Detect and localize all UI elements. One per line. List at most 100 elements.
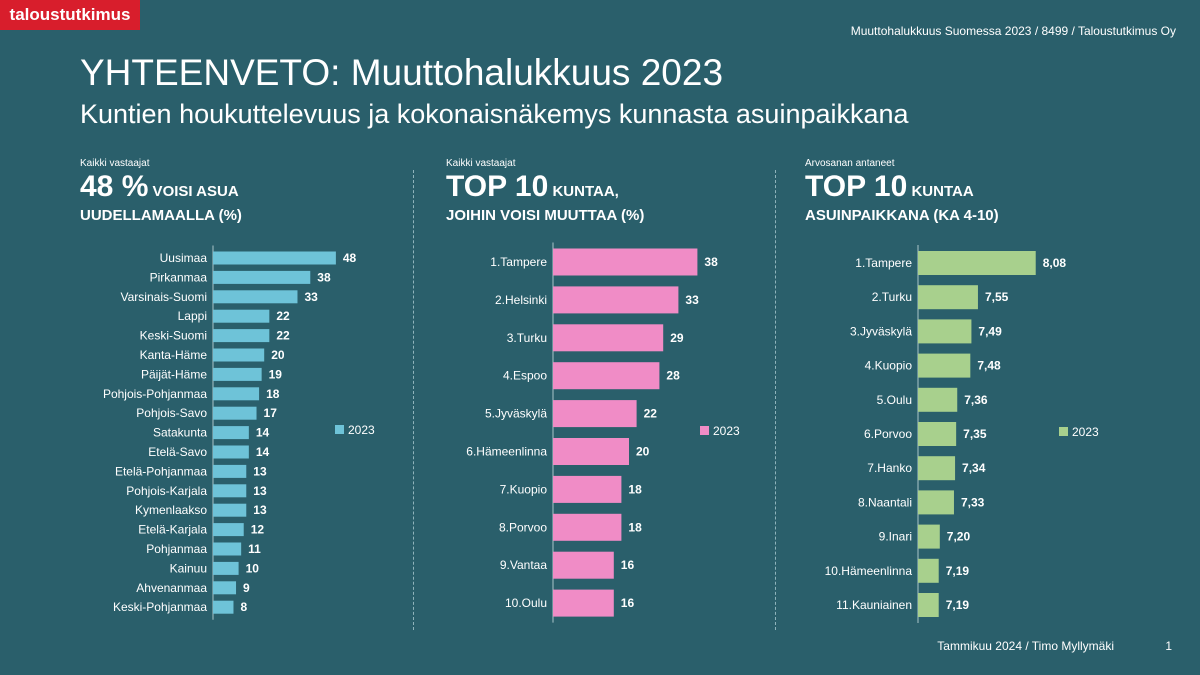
category-label: Etelä-Savo <box>148 445 207 459</box>
bar <box>553 551 614 579</box>
bar <box>213 542 242 556</box>
bar <box>213 426 249 440</box>
page-title: YHTEENVETO: Muuttohalukkuus 2023 <box>80 52 724 93</box>
category-label: 7.Hanko <box>867 461 912 475</box>
category-label: 5.Jyväskylä <box>485 407 547 421</box>
bar <box>213 290 298 304</box>
bar <box>213 484 247 498</box>
panel-top10-move: Kaikki vastaajat TOP 10 KUNTAA, JOIHIN V… <box>446 158 766 638</box>
divider <box>413 170 414 630</box>
logo: taloustutkimus <box>0 0 140 30</box>
category-label: 3.Turku <box>507 331 547 345</box>
category-label: Lappi <box>178 309 207 323</box>
bar <box>553 286 679 314</box>
page-subtitle: Kuntien houkuttelevuus ja kokonaisnäkemy… <box>80 99 909 129</box>
category-label: 8.Naantali <box>858 495 912 509</box>
page-number: 1 <box>1165 639 1172 653</box>
value-label: 7,19 <box>946 564 970 578</box>
bar <box>918 490 954 515</box>
category-label: 5.Oulu <box>877 393 912 407</box>
bar <box>213 406 257 420</box>
bar <box>918 558 939 583</box>
value-label: 7,20 <box>947 530 971 544</box>
bar <box>213 387 260 401</box>
value-label: 7,55 <box>985 290 1009 304</box>
value-label: 13 <box>253 464 267 478</box>
panel-note: Arvosanan antaneet <box>805 158 895 169</box>
value-label: 7,49 <box>978 324 1002 338</box>
value-label: 20 <box>636 445 650 459</box>
category-label: 6.Porvoo <box>864 427 912 441</box>
category-label: Uusimaa <box>160 251 208 265</box>
value-label: 7,48 <box>977 359 1001 373</box>
value-label: 18 <box>266 387 280 401</box>
bar <box>553 400 637 428</box>
legend-swatch <box>700 426 709 435</box>
category-label: Kainuu <box>170 561 207 575</box>
value-label: 7,33 <box>961 495 985 509</box>
legend-swatch <box>335 425 344 434</box>
value-label: 7,34 <box>962 461 986 475</box>
bar <box>213 348 265 362</box>
panel-note: Kaikki vastaajat <box>80 158 150 169</box>
value-label: 8 <box>240 600 247 614</box>
bar <box>213 581 237 595</box>
panel-headline-line2: UUDELLAMAALLA (%) <box>80 207 242 224</box>
bar <box>553 513 622 541</box>
bar <box>918 319 972 344</box>
bar <box>918 456 956 481</box>
value-label: 19 <box>269 367 283 381</box>
value-label: 12 <box>251 523 265 537</box>
panel-headline: TOP 10 <box>446 170 549 203</box>
bar <box>553 324 664 352</box>
bar <box>213 367 262 381</box>
category-label: 10.Hämeenlinna <box>825 564 913 578</box>
bar <box>213 270 311 284</box>
category-label: 3.Jyväskylä <box>850 324 912 338</box>
bar <box>213 523 244 537</box>
category-label: Keski-Pohjanmaa <box>113 600 207 614</box>
category-label: 7.Kuopio <box>500 482 548 496</box>
bar <box>553 438 629 465</box>
category-label: Ahvenanmaa <box>136 581 207 595</box>
panel-headline-small: KUNTAA <box>907 183 974 200</box>
value-label: 33 <box>685 293 699 307</box>
category-label: Etelä-Karjala <box>138 523 207 537</box>
bar <box>918 285 978 310</box>
category-label: Keski-Suomi <box>140 329 207 343</box>
source-text: Muuttohalukkuus Suomessa 2023 / 8499 / T… <box>850 24 1176 38</box>
panel-uusimaa: Kaikki vastaajat 48 % VOISI ASUA UUDELLA… <box>80 158 400 638</box>
category-label: 11.Kauniainen <box>836 598 912 612</box>
value-label: 29 <box>670 331 684 345</box>
panel-headline: 48 % <box>80 170 149 203</box>
bar <box>213 561 239 575</box>
value-label: 7,19 <box>946 598 970 612</box>
category-label: 8.Porvoo <box>499 520 547 534</box>
bar <box>553 475 622 503</box>
value-label: 16 <box>621 558 635 572</box>
value-label: 8,08 <box>1043 256 1067 270</box>
bar <box>553 248 698 276</box>
category-label: 1.Tampere <box>855 256 912 270</box>
bar <box>918 593 939 617</box>
panel-top10-rating: Arvosanan antaneet TOP 10 KUNTAA ASUINPA… <box>805 158 1125 638</box>
legend-label: 2023 <box>713 424 740 438</box>
value-label: 11 <box>248 542 261 556</box>
value-label: 17 <box>264 406 278 420</box>
bar <box>918 251 1036 275</box>
category-label: Varsinais-Suomi <box>121 290 207 304</box>
bar <box>213 445 249 459</box>
bar <box>918 353 971 378</box>
value-label: 38 <box>704 255 718 269</box>
footer-text: Tammikuu 2024 / Timo Myllymäki <box>937 639 1114 653</box>
value-label: 9 <box>243 581 250 595</box>
value-label: 16 <box>621 596 635 610</box>
value-label: 14 <box>256 445 270 459</box>
panel-headline-line2: ASUINPAIKKANA (KA 4-10) <box>805 207 999 224</box>
value-label: 7,36 <box>964 393 988 407</box>
category-label: Päijät-Häme <box>141 367 207 381</box>
category-label: 2.Helsinki <box>495 293 547 307</box>
category-label: Pohjois-Pohjanmaa <box>103 387 207 401</box>
category-label: 2.Turku <box>872 290 912 304</box>
